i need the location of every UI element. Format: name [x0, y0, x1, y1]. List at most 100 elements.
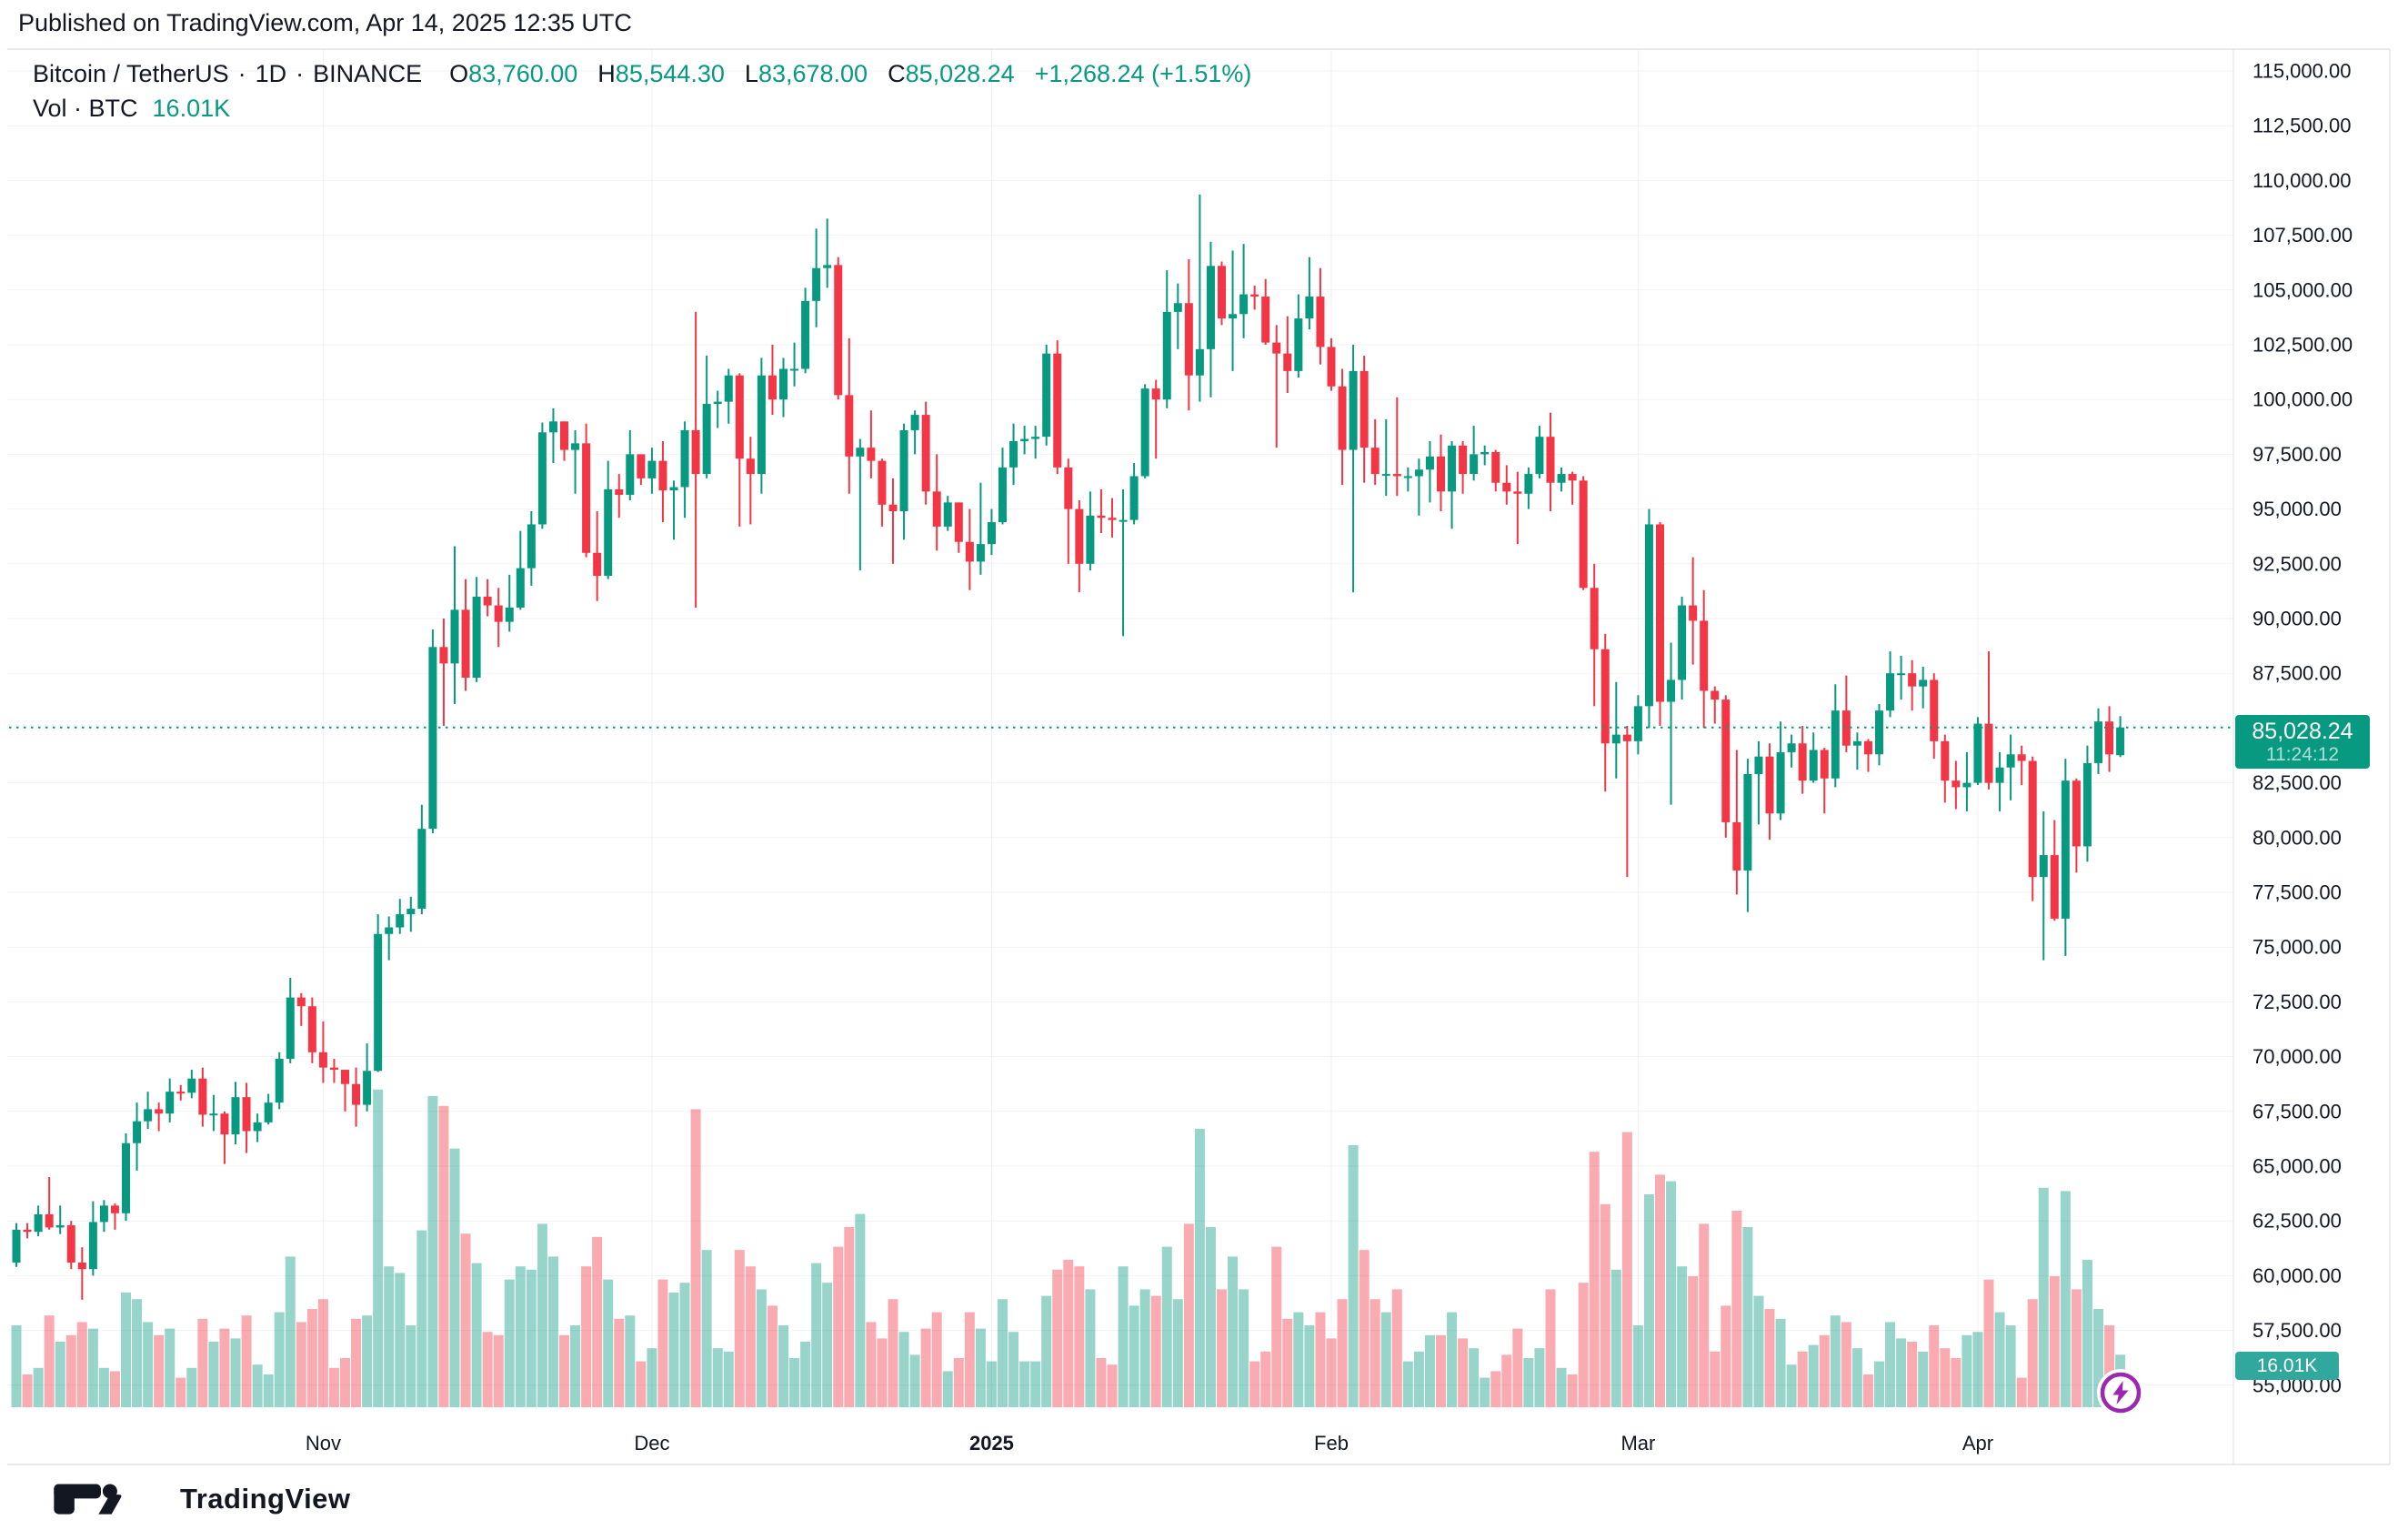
volume-bar — [888, 1299, 898, 1407]
candle-body — [637, 454, 646, 478]
interval-label[interactable]: 1D — [255, 60, 287, 87]
price-axis-label: 72,500.00 — [2252, 991, 2342, 1013]
volume-bar — [2049, 1276, 2060, 1407]
volume-bar — [1918, 1351, 1929, 1407]
candle-body — [483, 596, 492, 606]
volume-bar — [132, 1299, 143, 1407]
candle-wick — [1396, 397, 1399, 497]
candle-body — [296, 997, 306, 1007]
candle-body — [790, 368, 799, 371]
volume-bar — [1962, 1334, 1972, 1407]
candle-wick — [1988, 651, 1990, 790]
candle-wick — [1199, 194, 1201, 402]
price-axis-label: 100,000.00 — [2252, 388, 2353, 411]
candle-wick — [1352, 345, 1355, 593]
candle-body — [1644, 524, 1653, 707]
candle-body — [1962, 782, 1972, 788]
candle-wick — [1867, 739, 1870, 772]
candle-body — [450, 609, 459, 664]
candle-body — [998, 467, 1007, 523]
price-axis-label: 112,500.00 — [2252, 115, 2351, 137]
candle-body — [1064, 467, 1073, 509]
candle-body — [965, 541, 974, 562]
candle-wick — [1856, 732, 1859, 770]
candle-body — [1009, 440, 1018, 468]
candle-wick — [508, 574, 511, 632]
volume-bar — [2027, 1299, 2038, 1407]
candle-body — [1338, 386, 1347, 450]
candle-body — [1020, 438, 1029, 441]
volume-bar — [1545, 1289, 1556, 1407]
candle-body — [1700, 620, 1709, 691]
last-price-badge: 85,028.24 11:24:12 — [2235, 715, 2370, 769]
candle-body — [494, 605, 503, 622]
candle-body — [779, 368, 788, 400]
volume-bar — [1677, 1266, 1688, 1407]
candle-body — [220, 1113, 229, 1135]
volume-bar — [1775, 1318, 1786, 1407]
volume-study-label[interactable]: Vol · BTC — [33, 95, 138, 122]
volume-bar — [22, 1374, 33, 1407]
candle-body — [1108, 518, 1117, 520]
volume-bar — [1808, 1344, 1819, 1407]
volume-bar — [526, 1269, 537, 1407]
volume-bar — [712, 1348, 723, 1407]
candle-body — [1863, 740, 1872, 755]
price-axis-label: 77,500.00 — [2252, 881, 2342, 904]
volume-bar — [1742, 1227, 1753, 1407]
candle-body — [516, 568, 525, 608]
volume-bar — [1129, 1305, 1139, 1407]
time-axis-label: Mar — [1620, 1432, 1655, 1455]
candle-wick — [59, 1205, 62, 1234]
volume-bar — [1380, 1312, 1391, 1407]
candle-body — [823, 265, 832, 268]
brand-name: TradingView — [180, 1483, 351, 1515]
volume-bar — [2005, 1325, 2016, 1407]
volume-bar — [1972, 1332, 1983, 1407]
open-interactive-chart-button[interactable] — [2097, 1369, 2144, 1416]
candle-body — [2050, 855, 2059, 919]
volume-bar — [1764, 1309, 1775, 1407]
candle-body — [166, 1092, 175, 1114]
price-axis-label: 115,000.00 — [2252, 60, 2351, 83]
volume-bar — [1951, 1358, 1962, 1407]
volume-bar — [1589, 1152, 1600, 1407]
low-value: 83,678.00 — [758, 60, 868, 87]
candle-body — [1305, 297, 1314, 319]
candle-body — [198, 1078, 207, 1115]
volume-bar — [668, 1293, 679, 1407]
volume-bar — [789, 1358, 800, 1407]
candle-wick — [1516, 471, 1519, 545]
volume-bar — [186, 1367, 197, 1407]
exchange-name[interactable]: BINANCE — [313, 60, 423, 87]
close-value: 85,028.24 — [905, 60, 1015, 87]
footer-brand[interactable]: TradingView — [53, 1483, 351, 1515]
candle-body — [1459, 445, 1468, 475]
volume-bar — [427, 1096, 438, 1407]
volume-bar — [931, 1312, 942, 1407]
symbol-name[interactable]: Bitcoin / TetherUS — [33, 60, 229, 87]
published-line: Published on TradingView.com, Apr 14, 20… — [18, 9, 632, 36]
candle-body — [910, 415, 919, 430]
candle-body — [1381, 474, 1390, 477]
candle-body — [593, 552, 602, 577]
volume-bar — [1413, 1351, 1424, 1407]
candle-wick — [673, 480, 675, 540]
candle-wick — [1571, 471, 1574, 505]
volume-bar — [2082, 1260, 2092, 1407]
candle-body — [1656, 524, 1664, 702]
volume-bar — [734, 1250, 745, 1407]
volume-bar — [986, 1361, 997, 1407]
candle-body — [878, 460, 887, 505]
candle-body — [1951, 780, 1961, 788]
volume-bar — [1797, 1351, 1808, 1407]
volume-bar — [2104, 1325, 2115, 1407]
volume-bar — [592, 1236, 603, 1407]
candle-wick — [1407, 467, 1410, 492]
candle-body — [834, 265, 843, 396]
volume-bar — [1874, 1361, 1884, 1407]
candle-wick — [1242, 244, 1245, 338]
candle-body — [987, 522, 996, 545]
candle-body — [231, 1097, 240, 1135]
